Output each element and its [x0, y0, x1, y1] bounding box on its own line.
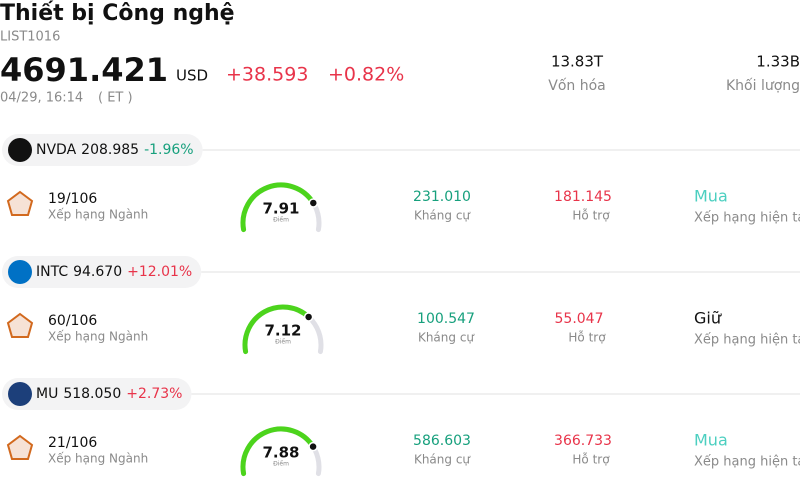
rating-label: Xếp hạng hiện tại: [694, 211, 800, 226]
score-label: Điểm: [273, 217, 289, 224]
stock-logo: [8, 138, 32, 162]
gauge-dot: [308, 441, 318, 452]
resistance-label: Kháng cự: [418, 331, 475, 345]
stock-pill[interactable]: [2, 378, 192, 410]
time: 04/29, 16:14: [0, 91, 83, 106]
rating: Giữ: [694, 309, 722, 328]
resistance: 586.603: [413, 433, 471, 449]
support-label: Hỗ trợ: [572, 453, 610, 467]
stock-change: +12.01%: [127, 264, 192, 280]
stock-pill[interactable]: [2, 134, 203, 166]
rank: 60/106: [48, 313, 97, 329]
stock-logo: [8, 260, 32, 284]
score: 7.12: [264, 322, 301, 340]
gauge-dot: [303, 312, 314, 322]
price: 4691.421: [0, 51, 168, 89]
rating: Mua: [694, 431, 728, 450]
resistance-label: Kháng cự: [414, 209, 471, 223]
resistance-label: Kháng cự: [414, 453, 471, 467]
stock-price: 208.985: [81, 142, 139, 158]
rank-label: Xếp hạng Ngành: [48, 330, 148, 344]
stat-label: Vốn hóa: [548, 77, 605, 94]
support-label: Hỗ trợ: [572, 209, 610, 223]
rating: Mua: [694, 187, 728, 206]
stock-price: 518.050: [63, 386, 121, 402]
change-pct: +0.82%: [328, 64, 404, 86]
stock-change: +2.73%: [126, 386, 182, 402]
score-label: Điểm: [275, 339, 291, 346]
rank-label: Xếp hạng Ngành: [48, 452, 148, 466]
gauge-fill: [240, 426, 316, 477]
ticker: NVDA: [36, 142, 77, 158]
stat-value: 13.83T: [551, 53, 604, 71]
ticker: MU: [36, 386, 58, 402]
rank-icon: [6, 434, 34, 460]
stock-change: -1.96%: [144, 142, 194, 158]
change: +38.593: [226, 64, 308, 86]
rank-icon: [6, 190, 34, 216]
support: 366.733: [554, 433, 612, 449]
gauge-fill: [240, 182, 316, 233]
rank-label: Xếp hạng Ngành: [48, 208, 148, 222]
currency: USD: [176, 67, 208, 85]
timezone: ( ET ): [98, 91, 133, 106]
stock-pill[interactable]: [2, 256, 202, 288]
score: 7.88: [262, 444, 299, 462]
stock-logo: [8, 382, 32, 406]
rating-label: Xếp hạng hiện tại: [694, 333, 800, 348]
stat-value: 1.33B: [756, 53, 800, 71]
ticker: INTC: [36, 264, 68, 280]
score-label: Điểm: [273, 461, 289, 468]
resistance: 100.547: [417, 311, 475, 327]
resistance: 231.010: [413, 189, 471, 205]
support-label: Hỗ trợ: [568, 331, 606, 345]
rank: 19/106: [48, 191, 97, 207]
stat-label: Khối lượng: [726, 77, 800, 94]
title: Thiết bị Công nghệ: [0, 1, 235, 26]
support: 55.047: [555, 311, 604, 327]
gauge-dot: [308, 198, 319, 208]
score: 7.91: [262, 200, 299, 218]
gauge-fill: [242, 304, 312, 355]
rank: 21/106: [48, 435, 97, 451]
rank-icon: [6, 312, 34, 338]
rating-label: Xếp hạng hiện tại: [694, 455, 800, 470]
support: 181.145: [554, 189, 612, 205]
stock-price: 94.670: [73, 264, 122, 280]
code: LIST1016: [0, 30, 60, 45]
